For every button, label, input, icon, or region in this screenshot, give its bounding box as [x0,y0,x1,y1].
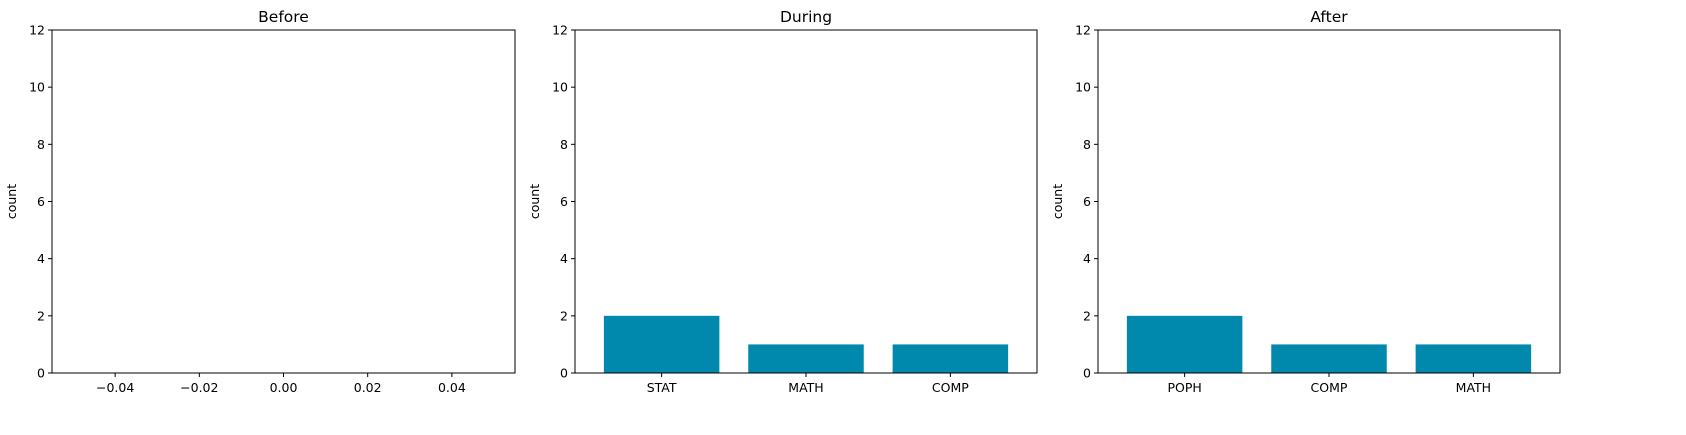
x-tick-label: −0.04 [96,380,134,395]
y-tick-label: 8 [37,137,45,152]
x-tick-label: POPH [1167,380,1201,395]
chart-panel-during: During count 0 2 4 6 8 10 12 STAT MATH COMP [527,8,1038,395]
chart-panel-before: Before count 0 2 4 6 8 10 12 −0.04 −0.02 0.00 0.02 0.… [4,8,516,395]
y-tick-label: 6 [1083,194,1091,209]
x-tick-label: 0.02 [354,380,382,395]
bar-math [748,344,864,373]
y-tick-label: 10 [1075,80,1091,95]
x-tick-label: COMP [932,380,969,395]
y-tick-label: 2 [560,308,568,323]
y-tick-label: 6 [560,194,568,209]
y-tick-label: 4 [560,251,568,266]
x-tick-label: −0.02 [180,380,218,395]
y-tick-label: 2 [37,308,45,323]
y-tick-label: 6 [37,194,45,209]
axes-frame [51,29,516,374]
x-tick-label: STAT [647,380,677,395]
chart-panel-after: After count 0 2 4 6 8 10 12 POPH COMP MATH [1050,8,1561,395]
axes-frame [574,29,1038,374]
y-tick-label: 8 [1083,137,1091,152]
bar-stat [603,315,720,373]
y-tick-label: 10 [29,80,45,95]
y-tick-label: 0 [1083,366,1091,381]
y-tick-label: 4 [1083,251,1091,266]
x-tick-label: MATH [788,380,823,395]
y-axis-label: count [527,184,542,219]
y-axis-label: count [4,184,19,219]
x-tick-label: 0.04 [438,380,466,395]
x-tick-label: COMP [1311,380,1348,395]
x-tick-label: MATH [1456,380,1491,395]
bar-poph [1126,315,1243,373]
chart-title: Before [258,8,309,26]
chart-title: During [780,8,832,26]
axes-frame [1097,29,1561,374]
y-tick-label: 12 [29,23,45,38]
y-tick-label: 12 [552,23,568,38]
bar-math [1415,344,1532,373]
y-tick-label: 12 [1075,23,1091,38]
bar-comp [1271,344,1387,373]
y-tick-label: 10 [552,80,568,95]
y-tick-label: 0 [560,366,568,381]
bar-comp [892,344,1009,373]
y-tick-label: 4 [37,251,45,266]
chart-title: After [1310,8,1348,26]
y-axis-label: count [1050,184,1065,219]
y-tick-label: 2 [1083,308,1091,323]
y-tick-label: 0 [37,366,45,381]
y-tick-label: 8 [560,137,568,152]
x-tick-label: 0.00 [270,380,298,395]
